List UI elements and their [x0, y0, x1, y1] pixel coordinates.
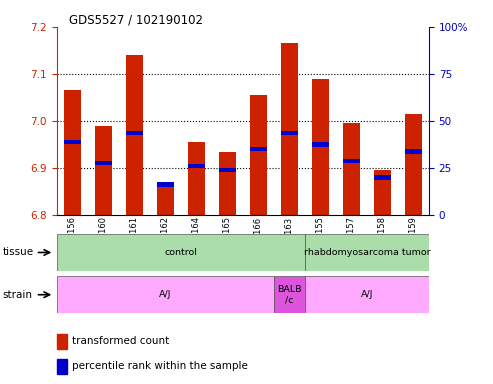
Text: A/J: A/J: [360, 290, 373, 299]
Bar: [219, 168, 236, 172]
Text: BALB
/c: BALB /c: [277, 285, 302, 305]
Bar: [64, 90, 81, 215]
Bar: [219, 152, 236, 215]
Text: A/J: A/J: [159, 290, 172, 299]
Bar: [57, 234, 305, 271]
Bar: [250, 147, 267, 151]
Bar: [312, 142, 329, 147]
Bar: [126, 55, 143, 215]
Bar: [374, 175, 391, 180]
Bar: [343, 123, 360, 215]
Text: strain: strain: [2, 290, 33, 300]
Bar: [305, 276, 429, 313]
Bar: [281, 43, 298, 215]
Text: transformed count: transformed count: [71, 336, 169, 346]
Bar: [57, 276, 274, 313]
Bar: [188, 142, 205, 215]
Text: tissue: tissue: [2, 247, 34, 258]
Bar: [405, 114, 422, 215]
Bar: [64, 140, 81, 144]
Text: percentile rank within the sample: percentile rank within the sample: [71, 361, 247, 371]
Bar: [274, 276, 305, 313]
Bar: [57, 359, 67, 374]
Bar: [95, 126, 112, 215]
Bar: [157, 184, 174, 215]
Bar: [57, 334, 67, 349]
Bar: [374, 170, 391, 215]
Bar: [281, 131, 298, 135]
Text: control: control: [164, 248, 197, 257]
Bar: [405, 149, 422, 154]
Bar: [250, 95, 267, 215]
Bar: [126, 131, 143, 135]
Text: GDS5527 / 102190102: GDS5527 / 102190102: [69, 13, 203, 26]
Bar: [312, 79, 329, 215]
Bar: [157, 182, 174, 187]
Bar: [188, 164, 205, 168]
Text: rhabdomyosarcoma tumor: rhabdomyosarcoma tumor: [304, 248, 430, 257]
Bar: [305, 234, 429, 271]
Bar: [343, 159, 360, 163]
Bar: [95, 161, 112, 166]
